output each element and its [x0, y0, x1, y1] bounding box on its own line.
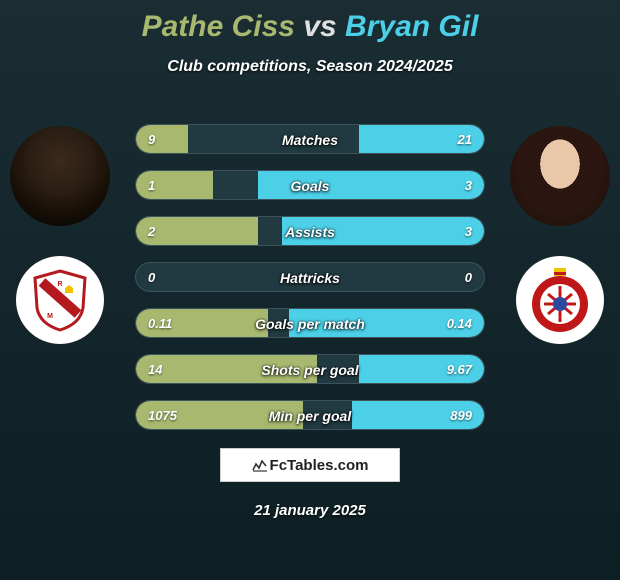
stat-row: 921Matches — [135, 124, 485, 154]
stat-row: 23Assists — [135, 216, 485, 246]
stat-label: Assists — [136, 217, 484, 246]
stat-label: Shots per goal — [136, 355, 484, 384]
title-vs: vs — [303, 10, 336, 43]
title-player1: Pathe Ciss — [142, 10, 295, 43]
svg-text:M: M — [47, 313, 53, 320]
stat-label: Hattricks — [136, 263, 484, 292]
player1-avatar — [10, 126, 110, 226]
player2-avatar — [510, 126, 610, 226]
stat-label: Goals per match — [136, 309, 484, 338]
stat-label: Min per goal — [136, 401, 484, 430]
stat-row: 0.110.14Goals per match — [135, 308, 485, 338]
title-player2: Bryan Gil — [345, 10, 478, 43]
page-title: Pathe Ciss vs Bryan Gil — [0, 0, 620, 44]
branding-badge: FcTables.com — [220, 448, 400, 482]
stat-label: Goals — [136, 171, 484, 200]
player1-club-badge: R M — [16, 256, 104, 344]
svg-text:R: R — [57, 281, 62, 288]
stats-panel: 921Matches 13Goals 23Assists 00Hattricks 0.1… — [135, 124, 485, 446]
stat-row: 149.67Shots per goal — [135, 354, 485, 384]
stat-row: 13Goals — [135, 170, 485, 200]
stat-label: Matches — [136, 125, 484, 154]
stat-row: 1075899Min per goal — [135, 400, 485, 430]
subtitle: Club competitions, Season 2024/2025 — [0, 58, 620, 76]
date-label: 21 january 2025 — [0, 502, 620, 519]
player2-club-badge — [516, 256, 604, 344]
stat-row: 00Hattricks — [135, 262, 485, 292]
branding-text: FcTables.com — [270, 457, 369, 474]
branding-icon — [252, 456, 268, 475]
